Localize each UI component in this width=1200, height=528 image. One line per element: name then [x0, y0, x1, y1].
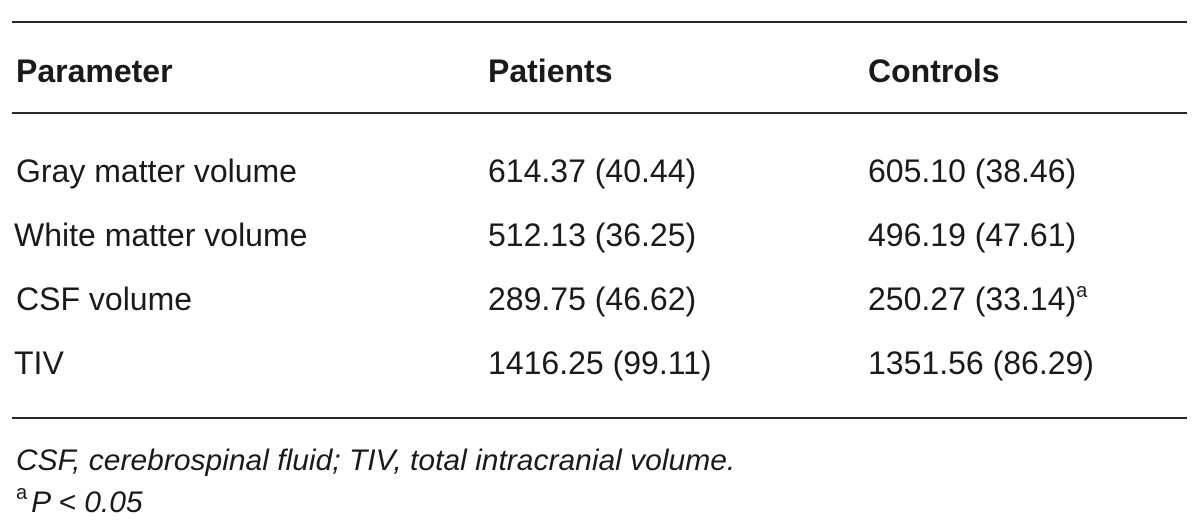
header-patients: Patients [488, 53, 613, 89]
row-csf-patients: 289.75 (46.62) [488, 281, 697, 317]
row-gray-matter-patients: 614.37 (40.44) [488, 153, 697, 189]
row-white-matter-parameter: White matter volume [14, 217, 308, 253]
row-csf-controls: 250.27 (33.14) [868, 281, 1077, 317]
row-white-matter-controls: 496.19 (47.61) [868, 217, 1077, 253]
row-csf-parameter: CSF volume [16, 281, 193, 317]
row-tiv-parameter: TIV [14, 345, 64, 381]
table-top-rule [12, 21, 1187, 23]
row-csf-controls-cell: 250.27 (33.14)a [868, 281, 1087, 317]
significance-mark: a [1076, 280, 1088, 302]
row-tiv-controls: 1351.56 (86.29) [868, 345, 1094, 381]
row-gray-matter-parameter: Gray matter volume [16, 153, 297, 189]
footnote-significance-text: P < 0.05 [31, 486, 143, 519]
row-gray-matter-controls: 605.10 (38.46) [868, 153, 1077, 189]
footnote-abbreviations: CSF, cerebrospinal fluid; TIV, total int… [16, 444, 736, 477]
footnote-mark: a [16, 482, 28, 504]
row-white-matter-patients: 512.13 (36.25) [488, 217, 697, 253]
header-controls: Controls [868, 53, 1000, 89]
table-header-rule [12, 112, 1187, 114]
header-parameter: Parameter [16, 53, 173, 89]
row-tiv-patients: 1416.25 (99.11) [488, 345, 712, 381]
table-bottom-rule [12, 417, 1187, 419]
